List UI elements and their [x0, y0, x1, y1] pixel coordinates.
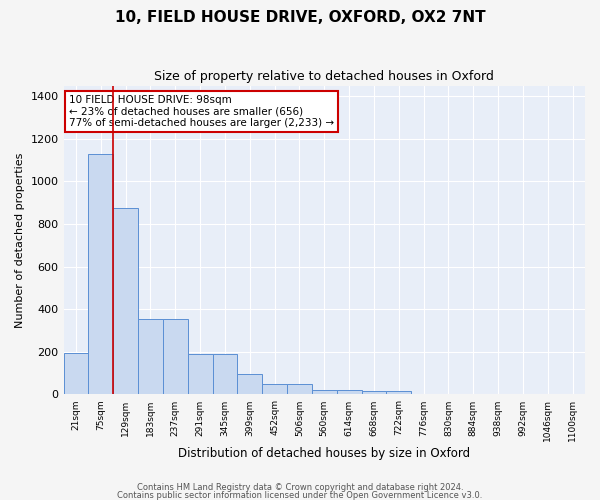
Text: 10 FIELD HOUSE DRIVE: 98sqm
← 23% of detached houses are smaller (656)
77% of se: 10 FIELD HOUSE DRIVE: 98sqm ← 23% of det…: [69, 95, 334, 128]
Bar: [238, 374, 262, 394]
Bar: [163, 320, 188, 394]
Bar: [362, 392, 386, 394]
Bar: [386, 392, 411, 394]
Y-axis label: Number of detached properties: Number of detached properties: [15, 152, 25, 328]
Bar: [262, 384, 287, 394]
Text: Contains public sector information licensed under the Open Government Licence v3: Contains public sector information licen…: [118, 491, 482, 500]
Bar: [337, 390, 362, 394]
Title: Size of property relative to detached houses in Oxford: Size of property relative to detached ho…: [154, 70, 494, 83]
Bar: [64, 352, 88, 395]
Text: 10, FIELD HOUSE DRIVE, OXFORD, OX2 7NT: 10, FIELD HOUSE DRIVE, OXFORD, OX2 7NT: [115, 10, 485, 25]
Bar: [138, 320, 163, 394]
Bar: [113, 208, 138, 394]
Bar: [287, 384, 312, 394]
X-axis label: Distribution of detached houses by size in Oxford: Distribution of detached houses by size …: [178, 447, 470, 460]
Bar: [212, 354, 238, 395]
Bar: [312, 390, 337, 394]
Bar: [88, 154, 113, 394]
Text: Contains HM Land Registry data © Crown copyright and database right 2024.: Contains HM Land Registry data © Crown c…: [137, 484, 463, 492]
Bar: [188, 354, 212, 395]
